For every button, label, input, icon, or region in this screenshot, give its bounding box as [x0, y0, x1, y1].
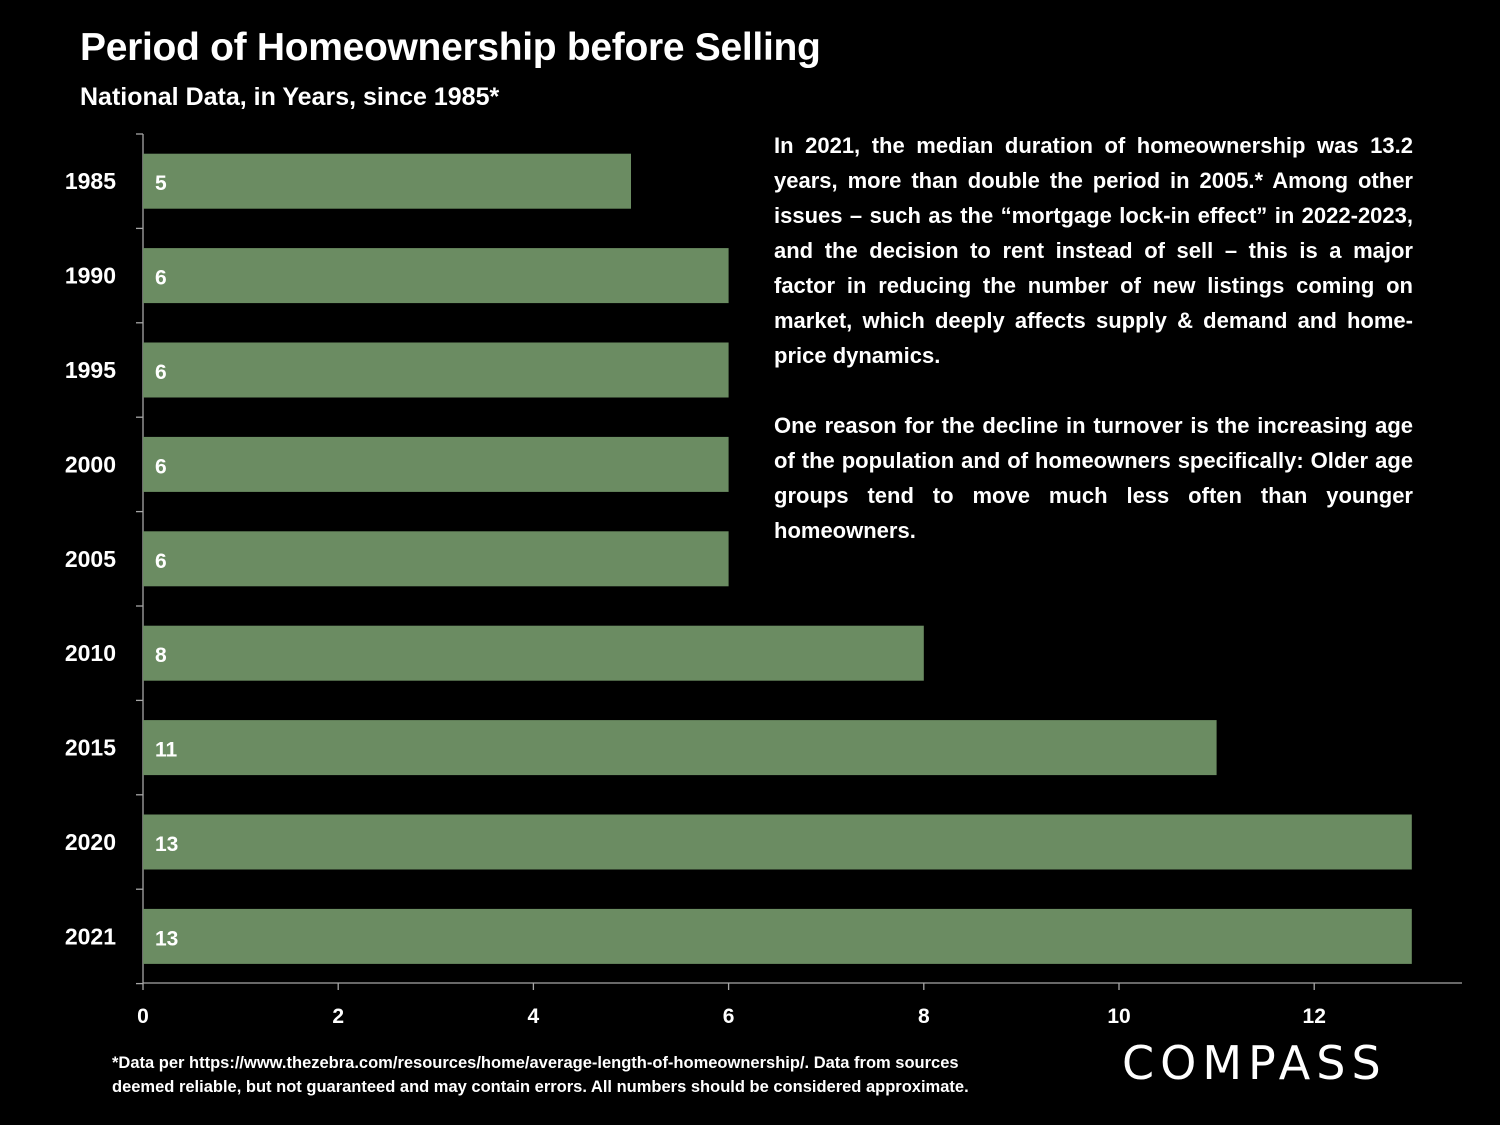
data-label: 13 [155, 833, 178, 856]
data-label: 6 [155, 361, 167, 384]
y-tick-label: 2010 [65, 640, 116, 666]
x-tick-label: 0 [137, 1005, 149, 1028]
bar [143, 342, 729, 398]
y-tick-label: 1995 [65, 357, 116, 383]
data-label: 6 [155, 267, 167, 290]
bar [143, 625, 924, 681]
y-tick-label: 2000 [65, 451, 116, 477]
bar [143, 814, 1412, 870]
footnote-line-1: *Data per https://www.thezebra.com/resou… [112, 1054, 959, 1072]
bar [143, 436, 729, 492]
source-footnote: *Data per https://www.thezebra.com/resou… [112, 1051, 1102, 1099]
bar-chart: 0 2 4 6 8 10 12 1985 5 1990 6 1995 6 2000 6 2005 6 2010 8 2… [65, 133, 1462, 1028]
x-tick-label: 4 [528, 1005, 540, 1028]
commentary-paragraph-1: In 2021, the median duration of homeowne… [774, 133, 1413, 368]
data-label: 11 [155, 739, 178, 762]
y-tick-label: 1990 [65, 263, 116, 289]
x-tick-label: 6 [723, 1005, 735, 1028]
bar [143, 531, 729, 587]
bar [143, 153, 631, 209]
data-label: 8 [155, 644, 167, 667]
y-tick-label: 2015 [65, 735, 116, 761]
bar [143, 720, 1217, 776]
x-tick-label: 10 [1107, 1005, 1130, 1028]
commentary-paragraph-2: One reason for the decline in turnover i… [774, 413, 1413, 543]
x-tick-label: 2 [332, 1005, 344, 1028]
y-tick-label: 2020 [65, 829, 116, 855]
chart-subtitle: National Data, in Years, since 1985* [80, 83, 500, 111]
y-tick-label: 2005 [65, 546, 116, 572]
data-label: 6 [155, 455, 167, 478]
compass-logo: COMPASS [1122, 1036, 1387, 1090]
bar [143, 908, 1412, 964]
y-tick-label: 1985 [65, 168, 116, 194]
bar [143, 248, 729, 304]
x-tick-label: 8 [918, 1005, 930, 1028]
chart-title: Period of Homeownership before Selling [80, 26, 821, 69]
x-tick-label: 12 [1303, 1005, 1326, 1028]
data-label: 6 [155, 550, 167, 573]
data-label: 5 [155, 172, 167, 195]
y-tick-label: 2021 [65, 923, 116, 949]
data-label: 13 [155, 927, 178, 950]
commentary-box: In 2021, the median duration of homeowne… [774, 128, 1413, 548]
footnote-line-2: deemed reliable, but not guaranteed and … [112, 1078, 969, 1096]
